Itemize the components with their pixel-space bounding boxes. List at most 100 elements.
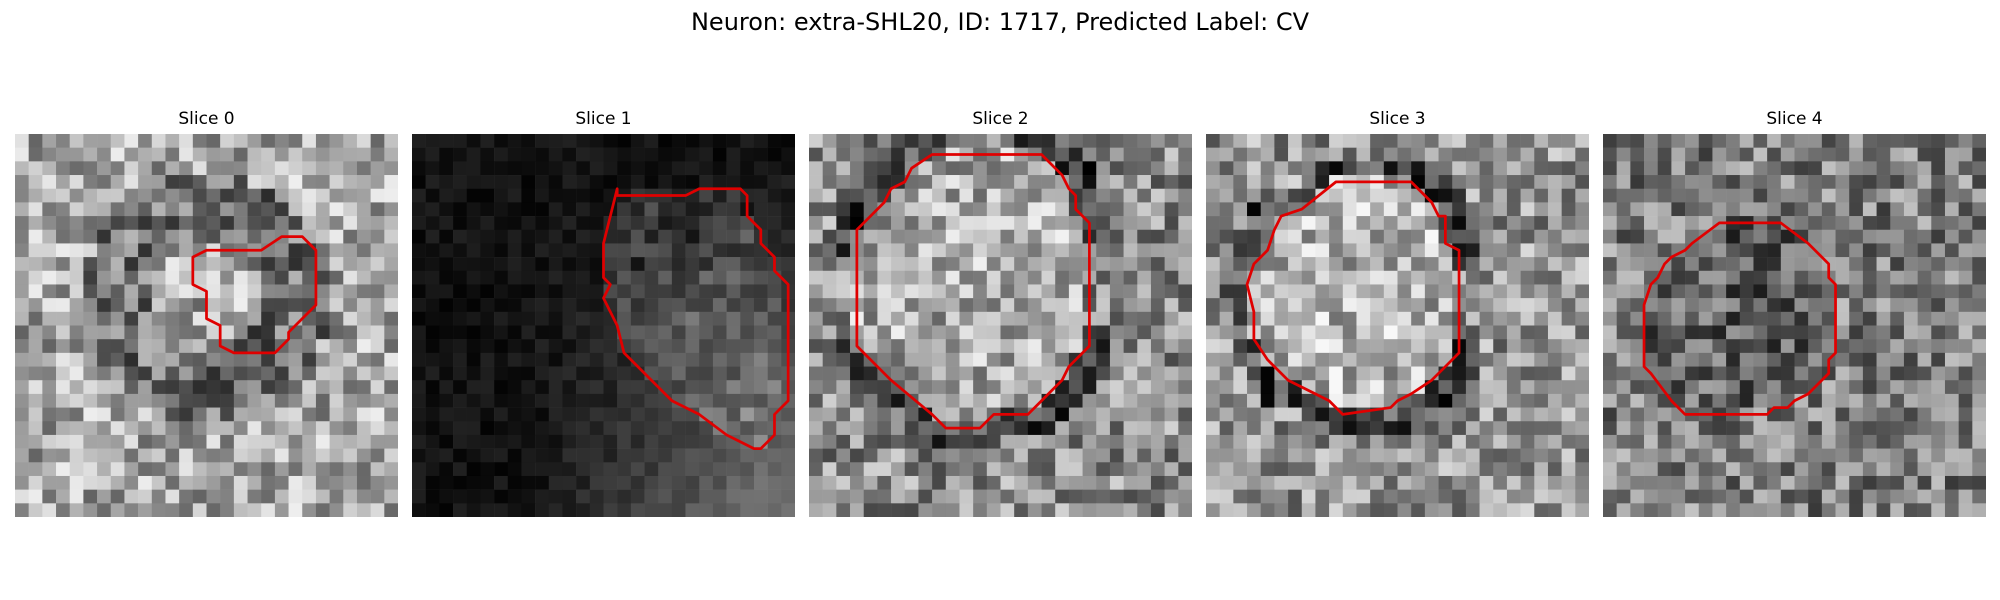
- slice-pixel: [877, 490, 891, 504]
- slice-pixel: [275, 394, 289, 408]
- slice-image: [809, 134, 1192, 517]
- slice-pixel: [905, 216, 919, 230]
- slice-pixel: [343, 148, 357, 162]
- slice-pixel: [1001, 367, 1015, 381]
- slice-pixel: [357, 408, 371, 422]
- slice-pixel: [261, 298, 275, 312]
- slice-pixel: [521, 353, 535, 367]
- slice-pixel: [412, 271, 426, 285]
- slice-pixel: [1521, 271, 1535, 285]
- slice-pixel: [207, 367, 221, 381]
- slice-pixel: [70, 353, 84, 367]
- slice-pixel: [83, 380, 97, 394]
- slice-pixel: [521, 490, 535, 504]
- slice-pixel: [1247, 421, 1261, 435]
- slice-pixel: [343, 257, 357, 271]
- slice-pixel: [1959, 435, 1973, 449]
- slice-pixel: [576, 490, 590, 504]
- slice-pixel: [1534, 284, 1548, 298]
- slice-pixel: [1220, 490, 1234, 504]
- slice-pixel: [152, 202, 166, 216]
- slice-pixel: [1781, 175, 1795, 189]
- slice-pixel: [1644, 243, 1658, 257]
- slice-pixel: [987, 189, 1001, 203]
- slice-pixel: [1425, 449, 1439, 463]
- slice-pixel: [494, 298, 508, 312]
- slice-pixel: [1972, 230, 1986, 244]
- slice-pixel: [1630, 134, 1644, 148]
- slice-pixel: [740, 339, 754, 353]
- slice-pixel: [1178, 326, 1192, 340]
- slice-pixel: [645, 271, 659, 285]
- slice-pixel: [1480, 339, 1494, 353]
- slice-pixel: [864, 490, 878, 504]
- slice-pixel: [617, 230, 631, 244]
- slice-pixel: [1274, 189, 1288, 203]
- slice-pixel: [1562, 462, 1576, 476]
- slice-pixel: [631, 161, 645, 175]
- slice-pixel: [42, 271, 56, 285]
- slice-pixel: [1480, 284, 1494, 298]
- slice-pixel: [809, 339, 823, 353]
- slice-pixel: [1644, 216, 1658, 230]
- slice-pixel: [672, 421, 686, 435]
- slice-pixel: [508, 243, 522, 257]
- slice-pixel: [713, 449, 727, 463]
- slice-pixel: [521, 271, 535, 285]
- slice-pixel: [1658, 216, 1672, 230]
- slice-pixel: [1753, 298, 1767, 312]
- slice-pixel: [1356, 298, 1370, 312]
- slice-pixel: [768, 490, 782, 504]
- slice-pixel: [1822, 298, 1836, 312]
- slice-pixel: [1261, 189, 1275, 203]
- slice-pixel: [521, 449, 535, 463]
- slice-pixel: [1480, 408, 1494, 422]
- slice-pixel: [672, 284, 686, 298]
- slice-pixel: [1329, 230, 1343, 244]
- slice-pixel: [1165, 476, 1179, 490]
- slice-pixel: [1137, 175, 1151, 189]
- slice-pixel: [590, 284, 604, 298]
- slice-pixel: [781, 202, 795, 216]
- slice-pixel: [1028, 367, 1042, 381]
- slice-pixel: [809, 490, 823, 504]
- slice-pixel: [124, 394, 138, 408]
- slice-pixel: [809, 271, 823, 285]
- slice-pixel: [207, 230, 221, 244]
- slice-pixel: [727, 230, 741, 244]
- slice-pixel: [809, 161, 823, 175]
- slice-pixel: [508, 353, 522, 367]
- slice-pixel: [330, 394, 344, 408]
- slice-pixel: [1836, 367, 1850, 381]
- slice-pixel: [658, 339, 672, 353]
- slice-pixel: [15, 202, 29, 216]
- slice-pixel: [932, 284, 946, 298]
- slice-pixel: [426, 175, 440, 189]
- slice-pixel: [1083, 421, 1097, 435]
- slice-pixel: [836, 339, 850, 353]
- slice-pixel: [1726, 490, 1740, 504]
- slice-pixel: [1493, 230, 1507, 244]
- slice-pixel: [1836, 271, 1850, 285]
- slice-pixel: [1877, 134, 1891, 148]
- slice-pixel: [987, 161, 1001, 175]
- slice-pixel: [1671, 367, 1685, 381]
- slice-pixel: [1959, 408, 1973, 422]
- slice-pixel: [1630, 449, 1644, 463]
- slice-pixel: [357, 462, 371, 476]
- slice-pixel: [1493, 503, 1507, 517]
- slice-pixel: [29, 462, 43, 476]
- slice-pixel: [302, 367, 316, 381]
- slice-pixel: [1658, 339, 1672, 353]
- slice-pixel: [1233, 175, 1247, 189]
- slice-pixel: [672, 408, 686, 422]
- slice-pixel: [1781, 284, 1795, 298]
- slice-pixel: [1726, 230, 1740, 244]
- slice-pixel: [1151, 298, 1165, 312]
- slice-pixel: [1849, 367, 1863, 381]
- slice-pixel: [1849, 271, 1863, 285]
- slice-pixel: [1343, 243, 1357, 257]
- slice-pixel: [1562, 284, 1576, 298]
- slice-pixel: [330, 148, 344, 162]
- slice-pixel: [905, 202, 919, 216]
